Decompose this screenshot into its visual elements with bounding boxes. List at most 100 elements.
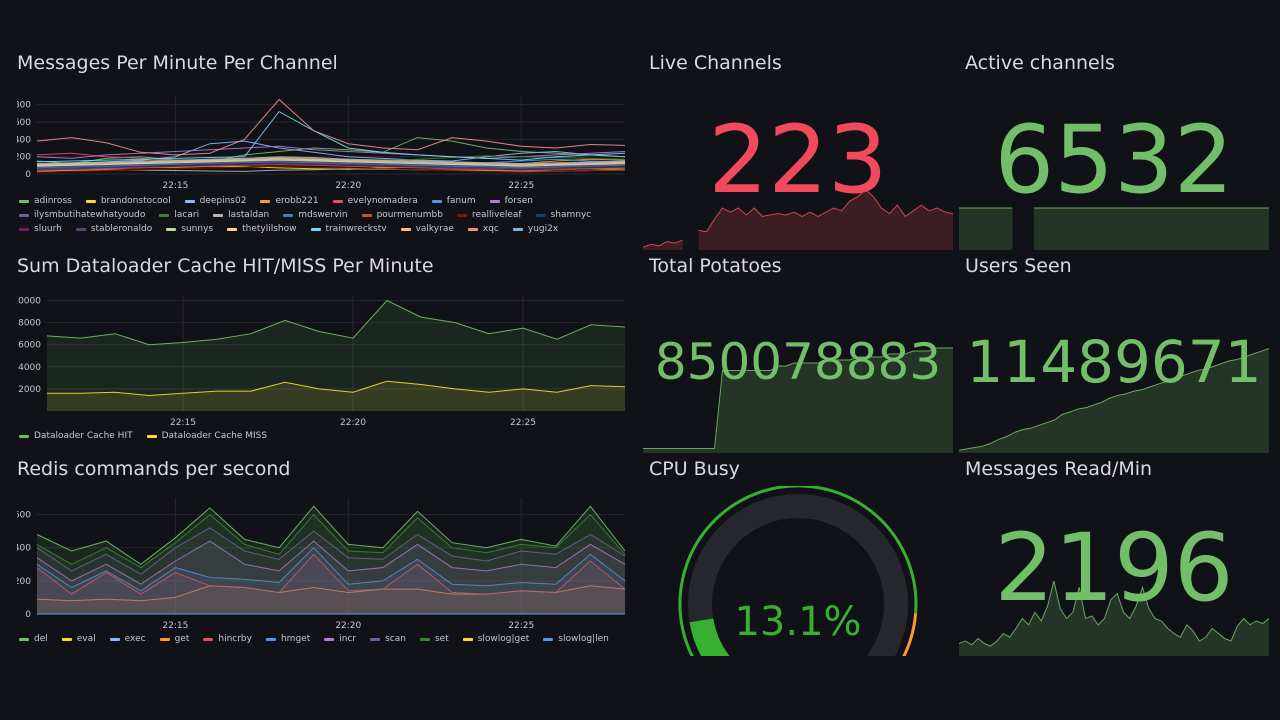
legend-item[interactable]: scan: [370, 634, 406, 644]
panel-title[interactable]: Users Seen: [965, 255, 1072, 277]
chart-redis-commands[interactable]: 0 200 400 600 22:15 22:20 22:25: [17, 494, 627, 634]
y-tick-label: 800: [17, 101, 31, 111]
legend-item[interactable]: Dataloader Cache MISS: [146, 431, 267, 441]
legend-item[interactable]: mdswervin: [283, 210, 348, 220]
series-line[interactable]: [36, 540, 626, 585]
panel-title[interactable]: Messages Per Minute Per Channel: [17, 52, 338, 74]
legend-item[interactable]: sluurh: [19, 224, 62, 234]
series-line[interactable]: [36, 140, 626, 166]
stat-value-users-seen: 11489671: [966, 328, 1262, 396]
legend-swatch: [159, 213, 170, 217]
legend-item[interactable]: yugi2x: [512, 224, 558, 234]
legend-item[interactable]: valkyrae: [400, 224, 454, 234]
legend-item[interactable]: adinross: [19, 196, 72, 206]
legend-item[interactable]: fanum: [431, 196, 476, 206]
series-line[interactable]: [36, 527, 626, 575]
chart-messages-per-minute[interactable]: 0 200 400 600 800 22:15 22:20 22:25: [17, 92, 627, 222]
panel-cpu-busy[interactable]: CPU Busy 13.1%: [643, 458, 953, 656]
panel-title[interactable]: Active channels: [965, 52, 1115, 74]
legend-item[interactable]: stableronaldo: [75, 224, 153, 234]
panel-messages-per-minute[interactable]: Messages Per Minute Per Channel 0 200 400 6…: [17, 52, 627, 247]
legend-item[interactable]: erobb221: [260, 196, 319, 206]
series-line[interactable]: [36, 546, 626, 592]
series-line[interactable]: [36, 110, 626, 163]
sparkline-area: [1033, 208, 1269, 250]
series-line[interactable]: [36, 160, 626, 168]
series-line[interactable]: [36, 553, 626, 595]
legend-item[interactable]: incr: [324, 634, 356, 644]
series-line[interactable]: [36, 137, 626, 165]
y-tick-label: 200: [17, 577, 31, 587]
series-line[interactable]: [47, 380, 626, 397]
series-line[interactable]: [36, 159, 626, 167]
series-line[interactable]: [36, 162, 626, 170]
panel-live-channels[interactable]: Live Channels 223: [643, 52, 953, 250]
panel-active-channels[interactable]: Active channels 6532: [959, 52, 1269, 250]
legend-swatch: [19, 637, 29, 641]
legend-swatch: [324, 637, 335, 641]
legend-item[interactable]: del: [19, 634, 48, 644]
legend-label: incr: [339, 634, 357, 644]
legend-item[interactable]: forsen: [489, 196, 533, 206]
legend-item[interactable]: shamnyc: [535, 210, 591, 220]
legend-label: pourmenumbb: [376, 210, 443, 220]
stat-value-messages-read: 2196: [994, 514, 1234, 623]
series-line[interactable]: [36, 156, 626, 165]
legend-item[interactable]: evelynomadera: [332, 196, 418, 206]
legend-swatch: [419, 637, 430, 641]
series-area: [37, 554, 625, 614]
legend-swatch: [456, 213, 467, 217]
panel-messages-read[interactable]: Messages Read/Min 2196: [959, 458, 1269, 656]
legend-item[interactable]: sunnys: [166, 224, 213, 234]
series-line[interactable]: [36, 513, 626, 569]
series-line[interactable]: [36, 163, 626, 172]
legend-item[interactable]: brandonstocool: [85, 196, 171, 206]
panel-total-potatoes[interactable]: Total Potatoes 850078883: [643, 255, 953, 453]
panel-title[interactable]: Redis commands per second: [17, 458, 291, 480]
legend-item[interactable]: thetylilshow: [227, 224, 297, 234]
sparkline-messages-read: [959, 580, 1269, 656]
legend-item[interactable]: eval: [61, 634, 96, 644]
sparkline-line: [959, 580, 1269, 647]
panel-title[interactable]: CPU Busy: [649, 458, 740, 480]
series-line[interactable]: [36, 158, 626, 166]
legend-item[interactable]: hmget: [265, 634, 310, 644]
panel-title[interactable]: Live Channels: [649, 52, 782, 74]
panel-title[interactable]: Total Potatoes: [649, 255, 782, 277]
legend-item[interactable]: lastaldan: [213, 210, 269, 220]
legend-item[interactable]: pourmenumbb: [361, 210, 443, 220]
legend-item[interactable]: hincrby: [203, 634, 252, 644]
panel-title[interactable]: Sum Dataloader Cache HIT/MISS Per Minute: [17, 255, 434, 277]
legend-swatch: [146, 434, 157, 438]
legend-item[interactable]: exec: [109, 634, 146, 644]
legend-item[interactable]: deepins02: [184, 196, 246, 206]
series-line[interactable]: [36, 98, 626, 156]
legend-swatch: [283, 213, 294, 217]
panel-title[interactable]: Messages Read/Min: [965, 458, 1153, 480]
legend-item[interactable]: Dataloader Cache HIT: [19, 431, 133, 441]
series-line[interactable]: [36, 163, 626, 171]
legend-item[interactable]: xqc: [467, 224, 499, 234]
legend-item[interactable]: trainwreckstv: [310, 224, 387, 234]
legend-item[interactable]: set: [419, 634, 449, 644]
panel-users-seen[interactable]: Users Seen 11489671: [959, 255, 1269, 453]
panel-dataloader-cache[interactable]: Sum Dataloader Cache HIT/MISS Per Minute…: [17, 255, 627, 450]
legend-item[interactable]: ilysmbutihatewhatyoudo: [19, 210, 145, 220]
series-line[interactable]: [36, 161, 626, 169]
sparkline-area: [959, 348, 1269, 453]
legend-item[interactable]: lacari: [159, 210, 199, 220]
legend-item[interactable]: realliveleaf: [456, 210, 522, 220]
sparkline-area: [959, 208, 1013, 250]
series-line[interactable]: [36, 165, 626, 173]
chart-dataloader-cache[interactable]: 2000 4000 6000 8000 10000 22:15 22:20 22:25: [17, 291, 627, 431]
panel-redis-commands[interactable]: Redis commands per second 0 200 400 600 22:1…: [17, 458, 627, 653]
legend-item[interactable]: slowlog|get: [462, 634, 529, 644]
series-line[interactable]: [36, 505, 626, 565]
legend-item[interactable]: slowlog|len: [543, 634, 609, 644]
x-tick-label: 22:20: [335, 621, 361, 631]
legend-label: thetylilshow: [242, 224, 297, 234]
legend-label: stableronaldo: [90, 224, 153, 234]
legend-item[interactable]: get: [159, 634, 189, 644]
series-line[interactable]: [36, 157, 626, 166]
series-line[interactable]: [46, 299, 626, 346]
